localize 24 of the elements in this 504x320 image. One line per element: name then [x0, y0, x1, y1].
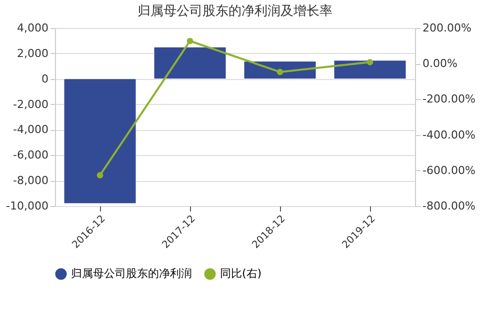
y-tick-label: 4,000 [17, 22, 48, 34]
point [186, 38, 194, 44]
y2-tick-label: -600.00% [422, 164, 476, 177]
chart-title: 归属母公司股东的净利润及增长率 [138, 3, 332, 19]
y2-tick-label: 0.00% [422, 57, 458, 70]
bar [154, 46, 226, 80]
y2-tick-label: -400.00% [422, 128, 476, 142]
point [366, 59, 374, 66]
y2-tick-label: -800.00% [422, 200, 476, 212]
y-tick-label: 2,000 [17, 46, 48, 60]
y2-tick-label: 200.00% [422, 22, 472, 34]
y-tick-label: -8,000 [13, 174, 48, 188]
legend-label: 同比(右) [220, 267, 262, 280]
y-tick-label: -4,000 [13, 123, 48, 136]
y-tick-label: -2,000 [13, 98, 48, 111]
legend-label: 归属母公司股东的净利润 [71, 267, 192, 280]
y-tick-label: -6,000 [13, 148, 48, 162]
bar [64, 78, 136, 204]
point [96, 172, 104, 178]
y-tick-label: -10,000 [6, 200, 48, 212]
y2-tick-label: -200.00% [422, 92, 476, 106]
point [276, 68, 284, 76]
y-tick-label: 0 [42, 72, 48, 86]
bar [334, 60, 406, 80]
